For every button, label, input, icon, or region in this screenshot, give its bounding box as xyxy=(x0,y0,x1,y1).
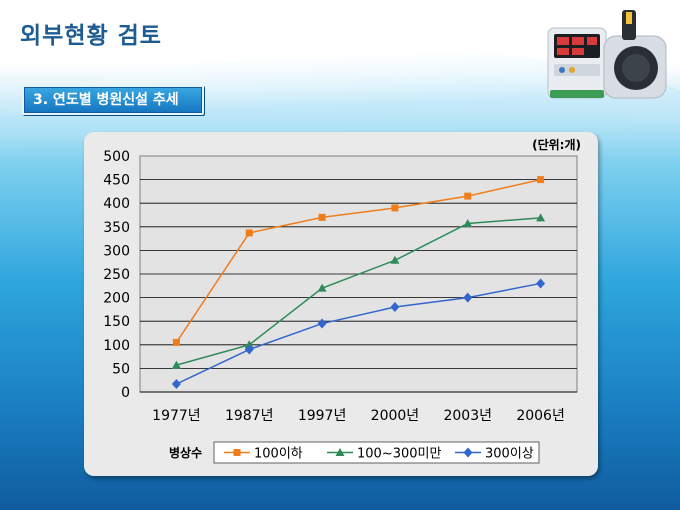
series-group xyxy=(171,176,546,389)
blood-pressure-monitor-image xyxy=(547,10,667,99)
x-axis: 1977년 1987년 1997년 2000년 2003년 2006년 xyxy=(152,408,565,424)
line-chart: 0 50 100 150 200 250 300 350 400 450 500 1977년 1987… xyxy=(103,137,581,464)
data-point xyxy=(318,213,326,221)
x-tick-label: 2000년 xyxy=(371,408,420,424)
series-line xyxy=(175,178,541,343)
series-line xyxy=(176,217,541,366)
legend-marker xyxy=(335,448,345,456)
data-point xyxy=(244,344,254,355)
y-tick-label: 250 xyxy=(103,267,130,283)
data-point xyxy=(390,255,400,264)
data-point xyxy=(537,176,545,184)
data-point xyxy=(536,213,546,222)
x-tick-label: 2006년 xyxy=(516,408,565,424)
legend-label: 300이상 xyxy=(485,447,534,462)
data-point xyxy=(463,218,473,227)
data-point xyxy=(172,338,180,346)
series-line xyxy=(176,282,541,385)
y-tick-label: 300 xyxy=(103,243,130,259)
y-tick-label: 450 xyxy=(103,173,130,189)
data-point xyxy=(244,340,254,349)
x-tick-label: 2003년 xyxy=(443,408,492,424)
legend-marker xyxy=(233,449,241,456)
legend-title: 병상수 xyxy=(169,445,202,460)
y-tick-label: 400 xyxy=(103,196,130,212)
data-point xyxy=(171,378,181,389)
data-point xyxy=(391,204,399,212)
y-tick-label: 150 xyxy=(103,314,130,330)
data-point xyxy=(171,360,181,369)
section-heading: 3. 연도별 병원신설 추세 xyxy=(22,85,204,115)
y-axis: 0 50 100 150 200 250 300 350 400 450 500 xyxy=(103,149,577,401)
series-3 xyxy=(171,278,546,389)
y-tick-label: 350 xyxy=(103,220,130,236)
y-tick-label: 50 xyxy=(112,361,130,377)
legend-marker xyxy=(463,447,473,458)
page-title: 외부현황 검토 xyxy=(20,23,162,49)
x-tick-label: 1987년 xyxy=(225,408,274,424)
y-tick-label: 100 xyxy=(103,338,130,354)
data-point xyxy=(317,283,327,292)
y-tick-label: 0 xyxy=(121,385,130,401)
x-tick-label: 1977년 xyxy=(152,408,201,424)
data-point xyxy=(390,302,400,313)
chart-panel: 0 50 100 150 200 250 300 350 400 450 500 1977년 1987… xyxy=(84,132,598,476)
legend-label: 100이하 xyxy=(254,447,303,462)
data-point xyxy=(536,278,546,289)
y-tick-label: 200 xyxy=(103,291,130,307)
legend-label: 100~300미만 xyxy=(357,447,441,462)
series-2 xyxy=(171,213,546,369)
data-point xyxy=(317,318,327,329)
data-point xyxy=(464,192,472,200)
data-point xyxy=(463,292,473,303)
series-1 xyxy=(172,176,545,346)
x-tick-label: 1997년 xyxy=(298,408,347,424)
unit-label: (단위:개) xyxy=(532,137,581,152)
data-point xyxy=(245,229,253,237)
legend: 병상수 100이하 100~300미만 300이상 xyxy=(169,441,540,464)
legend-box xyxy=(213,441,540,464)
y-tick-label: 500 xyxy=(103,149,130,165)
